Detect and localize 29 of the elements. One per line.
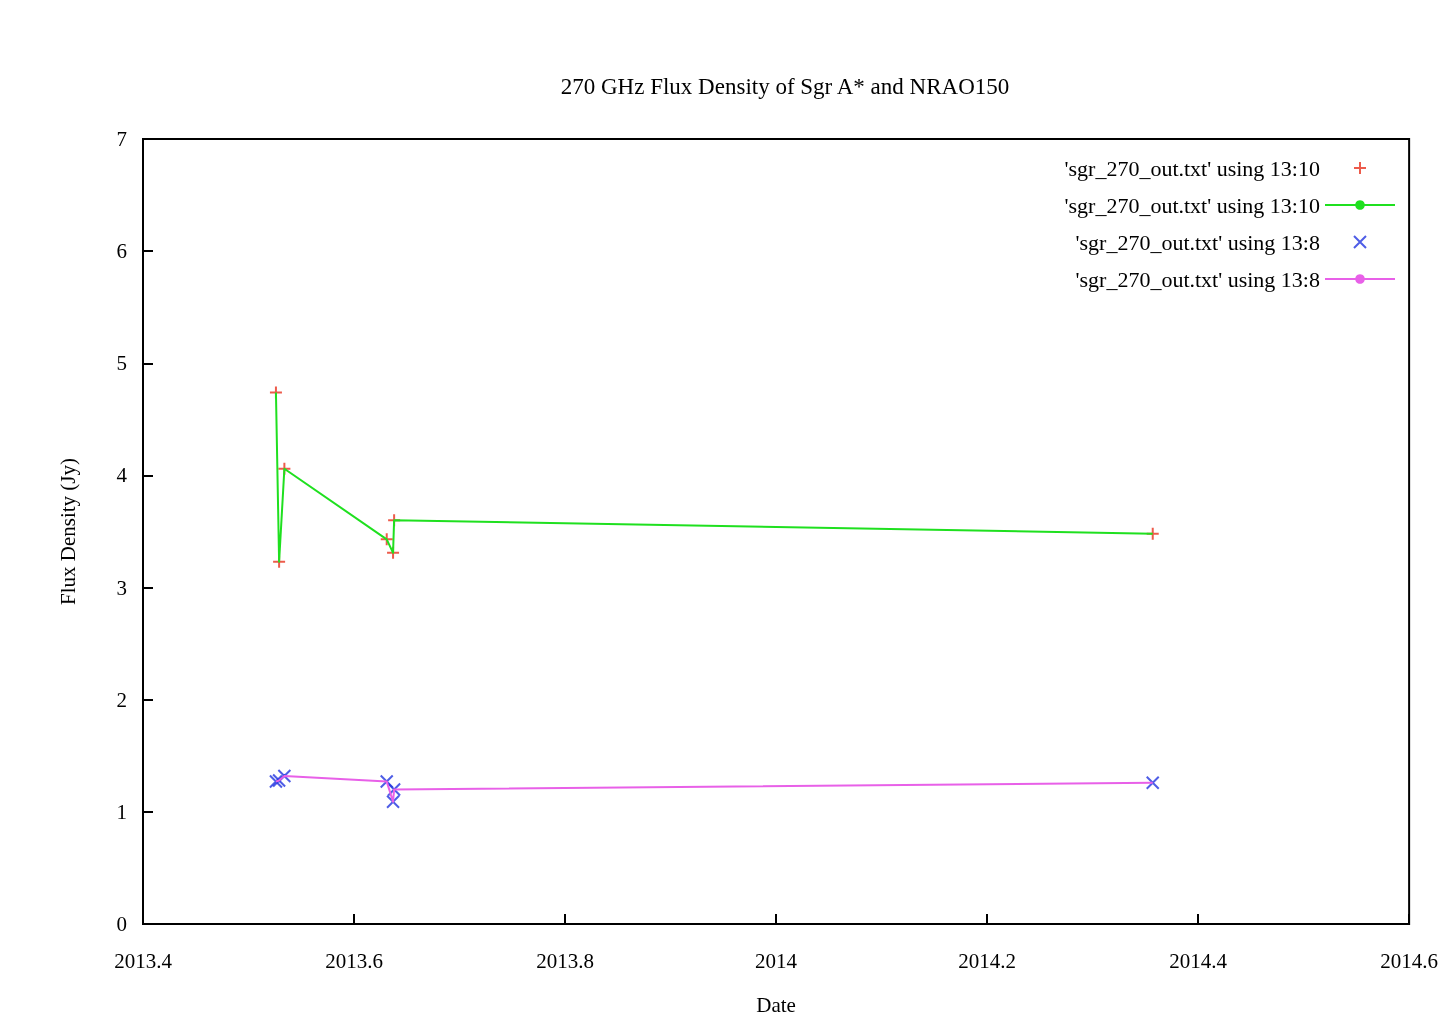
chart-title: 270 GHz Flux Density of Sgr A* and NRAO150 [560,74,1010,99]
x-tick-label: 2014 [755,948,798,973]
line-series [274,391,1154,563]
y-tick-label: 3 [116,575,127,600]
x-tick-label: 2013.4 [114,948,173,973]
x-tick-label: 2014.4 [1169,948,1228,973]
x-tick-label: 2014.2 [958,948,1016,973]
legend-label: 'sgr_270_out.txt' using 13:10 [1064,192,1320,218]
x-tick-label: 2013.8 [536,948,594,973]
y-tick-label: 6 [116,239,127,264]
legend-label: 'sgr_270_out.txt' using 13:8 [1075,229,1320,255]
point [277,768,292,783]
point [1145,775,1160,790]
y-tick-label: 0 [116,912,127,936]
y-tick-label: 2 [116,687,127,712]
y-tick-label: 7 [116,127,127,151]
point [379,774,394,789]
line-series [274,774,1154,803]
y-tick-label: 4 [116,463,128,488]
point [268,774,283,789]
x-axis-title: Date [756,992,796,1017]
x-tick-label: 2014.6 [1380,948,1438,973]
legend-label: 'sgr_270_out.txt' using 13:8 [1075,266,1320,292]
legend-label: 'sgr_270_out.txt' using 13:10 [1064,155,1320,181]
y-tick-label: 5 [116,351,127,376]
y-axis-title: Flux Density (Jy) [55,457,80,605]
point [379,532,394,547]
x-tick-label: 2013.6 [325,948,383,973]
y-tick-label: 1 [116,799,127,824]
